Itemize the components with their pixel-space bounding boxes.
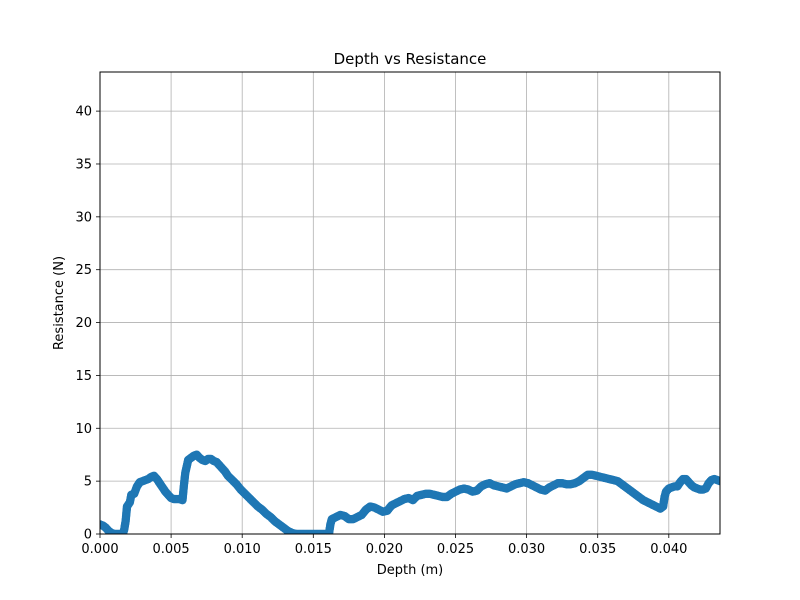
x-axis-label: Depth (m) (377, 563, 444, 578)
y-tick-label: 10 (75, 422, 92, 437)
data-points (100, 450, 720, 534)
data-point (715, 476, 720, 486)
grid (99, 72, 720, 535)
y-tick-label: 25 (75, 263, 92, 278)
plot-frame (99, 71, 721, 535)
x-tick-label: 0.005 (152, 542, 189, 557)
x-tick-label: 0.030 (508, 542, 545, 557)
y-tick-label: 5 (84, 475, 92, 490)
x-tick-label: 0.040 (650, 542, 687, 557)
x-tick-label: 0.025 (437, 542, 474, 557)
y-tick-label: 30 (75, 210, 92, 225)
y-tick-label: 35 (75, 157, 92, 172)
x-tick-label: 0.000 (81, 542, 118, 557)
y-axis-label: Resistance (N) (52, 256, 67, 350)
y-tick-label: 0 (84, 528, 92, 543)
chart-title: Depth vs Resistance (334, 50, 487, 68)
y-axis-ticks: 0 5 10 15 20 25 30 35 40 (75, 105, 100, 543)
x-tick-label: 0.015 (295, 542, 332, 557)
x-axis-ticks: 0.000 0.005 0.010 0.015 0.020 0.025 0.030 0.035… (81, 534, 687, 557)
x-tick-label: 0.035 (579, 542, 616, 557)
y-tick-label: 15 (75, 369, 92, 384)
y-tick-label: 40 (75, 105, 92, 120)
x-tick-label: 0.020 (366, 542, 403, 557)
x-tick-label: 0.010 (224, 542, 261, 557)
y-tick-label: 20 (75, 316, 92, 331)
